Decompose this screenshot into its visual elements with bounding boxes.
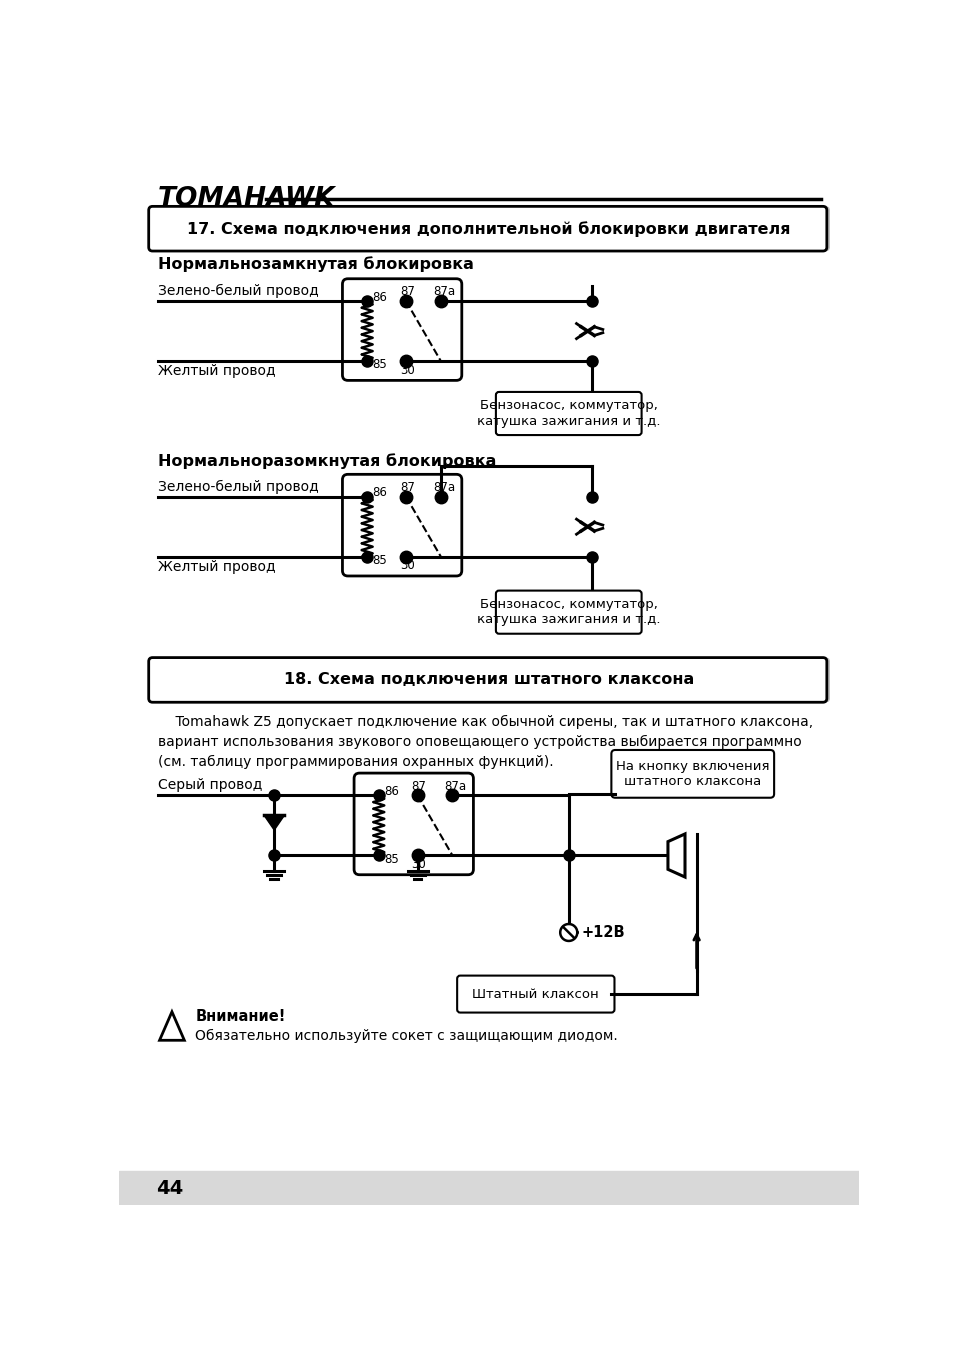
Text: +12В: +12В <box>580 925 624 940</box>
Text: Tomahawk Z5 допускает подключение как обычной сирены, так и штатного клаксона,
в: Tomahawk Z5 допускает подключение как об… <box>158 715 812 769</box>
Text: Бензонасос, коммутатор,
катушка зажигания и т.д.: Бензонасос, коммутатор, катушка зажигани… <box>476 598 659 626</box>
Text: 86: 86 <box>384 785 398 798</box>
Text: Нормальнозамкнутая блокировка: Нормальнозамкнутая блокировка <box>158 256 474 272</box>
Text: 87a: 87a <box>433 286 455 298</box>
Text: На кнопку включения
штатного клаксона: На кнопку включения штатного клаксона <box>616 760 769 788</box>
Text: 86: 86 <box>373 291 387 303</box>
Text: Зелено-белый провод: Зелено-белый провод <box>158 479 318 494</box>
FancyBboxPatch shape <box>496 391 641 435</box>
Text: Желтый провод: Желтый провод <box>158 559 275 574</box>
Text: Зелено-белый провод: Зелено-белый провод <box>158 284 318 298</box>
FancyBboxPatch shape <box>152 658 829 703</box>
Text: 87: 87 <box>399 286 415 298</box>
Text: Нормальноразомкнутая блокировка: Нормальноразомкнутая блокировка <box>158 454 496 468</box>
FancyBboxPatch shape <box>342 279 461 380</box>
FancyBboxPatch shape <box>342 474 461 575</box>
FancyBboxPatch shape <box>456 976 614 1013</box>
Polygon shape <box>264 815 284 830</box>
FancyBboxPatch shape <box>149 658 826 703</box>
Text: Бензонасос, коммутатор,
катушка зажигания и т.д.: Бензонасос, коммутатор, катушка зажигани… <box>476 399 659 428</box>
Text: 30: 30 <box>411 858 426 871</box>
Text: TOMAHAWK: TOMAHAWK <box>158 185 335 211</box>
Text: 85: 85 <box>373 554 387 567</box>
Text: 18. Схема подключения штатного клаксона: 18. Схема подключения штатного клаксона <box>283 673 694 688</box>
Text: Серый провод: Серый провод <box>158 779 262 792</box>
Text: 87: 87 <box>399 481 415 494</box>
Text: 86: 86 <box>373 486 387 500</box>
FancyBboxPatch shape <box>152 206 829 250</box>
FancyBboxPatch shape <box>354 773 473 875</box>
Text: 85: 85 <box>384 853 398 865</box>
Text: 87a: 87a <box>433 481 455 494</box>
Text: 44: 44 <box>155 1178 183 1198</box>
Text: !: ! <box>168 1022 175 1040</box>
Text: 85: 85 <box>373 359 387 371</box>
Polygon shape <box>667 834 684 877</box>
FancyBboxPatch shape <box>496 590 641 634</box>
Text: Внимание!: Внимание! <box>195 1009 285 1024</box>
FancyBboxPatch shape <box>149 206 826 250</box>
Text: 30: 30 <box>399 364 415 376</box>
Text: 17. Схема подключения дополнительной блокировки двигателя: 17. Схема подключения дополнительной бло… <box>187 221 790 237</box>
Text: Штатный клаксон: Штатный клаксон <box>472 987 598 1001</box>
Text: 87: 87 <box>411 780 426 792</box>
Text: 87a: 87a <box>444 780 466 792</box>
Text: Обязательно используйте сокет с защищающим диодом.: Обязательно используйте сокет с защищающ… <box>195 1029 618 1044</box>
Bar <box>119 1171 858 1205</box>
Text: 30: 30 <box>399 559 415 573</box>
Text: Желтый провод: Желтый провод <box>158 364 275 378</box>
Polygon shape <box>159 1011 184 1040</box>
FancyBboxPatch shape <box>611 750 773 798</box>
